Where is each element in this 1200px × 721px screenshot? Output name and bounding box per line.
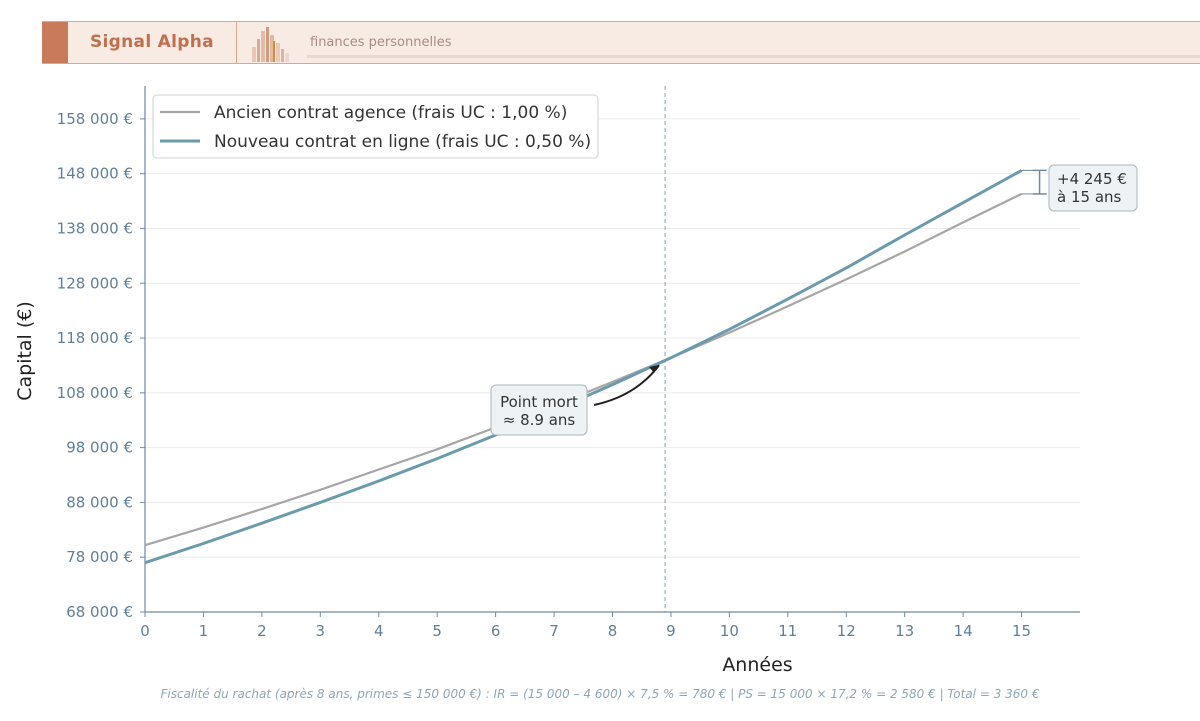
legend-label-2: Nouveau contrat en ligne (frais UC : 0,5… bbox=[214, 132, 591, 152]
bar-chart-logo-icon bbox=[252, 27, 289, 62]
legend-label-1: Ancien contrat agence (frais UC : 1,00 %… bbox=[214, 103, 567, 123]
x-tick-label: 9 bbox=[666, 622, 676, 640]
y-tick-label: 88 000 € bbox=[66, 493, 133, 511]
x-axis-title: Années bbox=[722, 654, 792, 676]
break-even-value: ≈ 8.9 ans bbox=[503, 411, 576, 429]
tax-footer-note: Fiscalité du rachat (après 8 ans, primes… bbox=[160, 687, 1040, 701]
x-tick-label: 11 bbox=[778, 622, 797, 640]
x-tick-label: 8 bbox=[608, 622, 618, 640]
header-rule bbox=[307, 55, 1200, 58]
brand-name[interactable]: Signal Alpha bbox=[90, 32, 214, 52]
header-separator bbox=[236, 22, 237, 63]
x-tick-label: 7 bbox=[549, 622, 559, 640]
x-tick-label: 5 bbox=[432, 622, 442, 640]
break-even-callout bbox=[490, 384, 588, 436]
x-tick-label: 2 bbox=[257, 622, 267, 640]
legend-box bbox=[152, 94, 599, 159]
x-tick-label: 15 bbox=[1012, 622, 1031, 640]
x-tick-label: 1 bbox=[199, 622, 209, 640]
app-header: Signal Alpha finances personnelles bbox=[42, 21, 1200, 64]
break-even-arrowhead bbox=[649, 365, 660, 374]
x-tick-label: 4 bbox=[374, 622, 384, 640]
gap-value: +4 245 € bbox=[1057, 170, 1127, 188]
x-tick-label: 12 bbox=[837, 622, 856, 640]
brand-swatch bbox=[42, 22, 68, 63]
x-tick-label: 13 bbox=[895, 622, 914, 640]
series-line-1 bbox=[144, 192, 1023, 547]
gap-callout bbox=[1048, 164, 1138, 212]
y-tick-label: 98 000 € bbox=[66, 439, 133, 457]
y-axis-title: Capital (€) bbox=[14, 301, 36, 401]
x-tick-label: 6 bbox=[491, 622, 501, 640]
y-tick-label: 78 000 € bbox=[66, 548, 133, 566]
x-tick-label: 3 bbox=[316, 622, 326, 640]
y-tick-label: 148 000 € bbox=[57, 165, 133, 183]
gap-horizon: à 15 ans bbox=[1057, 188, 1122, 206]
y-tick-label: 68 000 € bbox=[66, 603, 133, 621]
x-tick-label: 10 bbox=[720, 622, 739, 640]
y-tick-label: 118 000 € bbox=[57, 329, 133, 347]
y-tick-label: 108 000 € bbox=[57, 384, 133, 402]
x-tick-label: 0 bbox=[140, 622, 150, 640]
x-tick-label: 14 bbox=[954, 622, 973, 640]
y-tick-label: 128 000 € bbox=[57, 274, 133, 292]
y-tick-label: 138 000 € bbox=[57, 219, 133, 237]
y-tick-label: 158 000 € bbox=[57, 110, 133, 128]
header-tagline: finances personnelles bbox=[310, 35, 452, 50]
break-even-label: Point mort bbox=[500, 393, 578, 411]
